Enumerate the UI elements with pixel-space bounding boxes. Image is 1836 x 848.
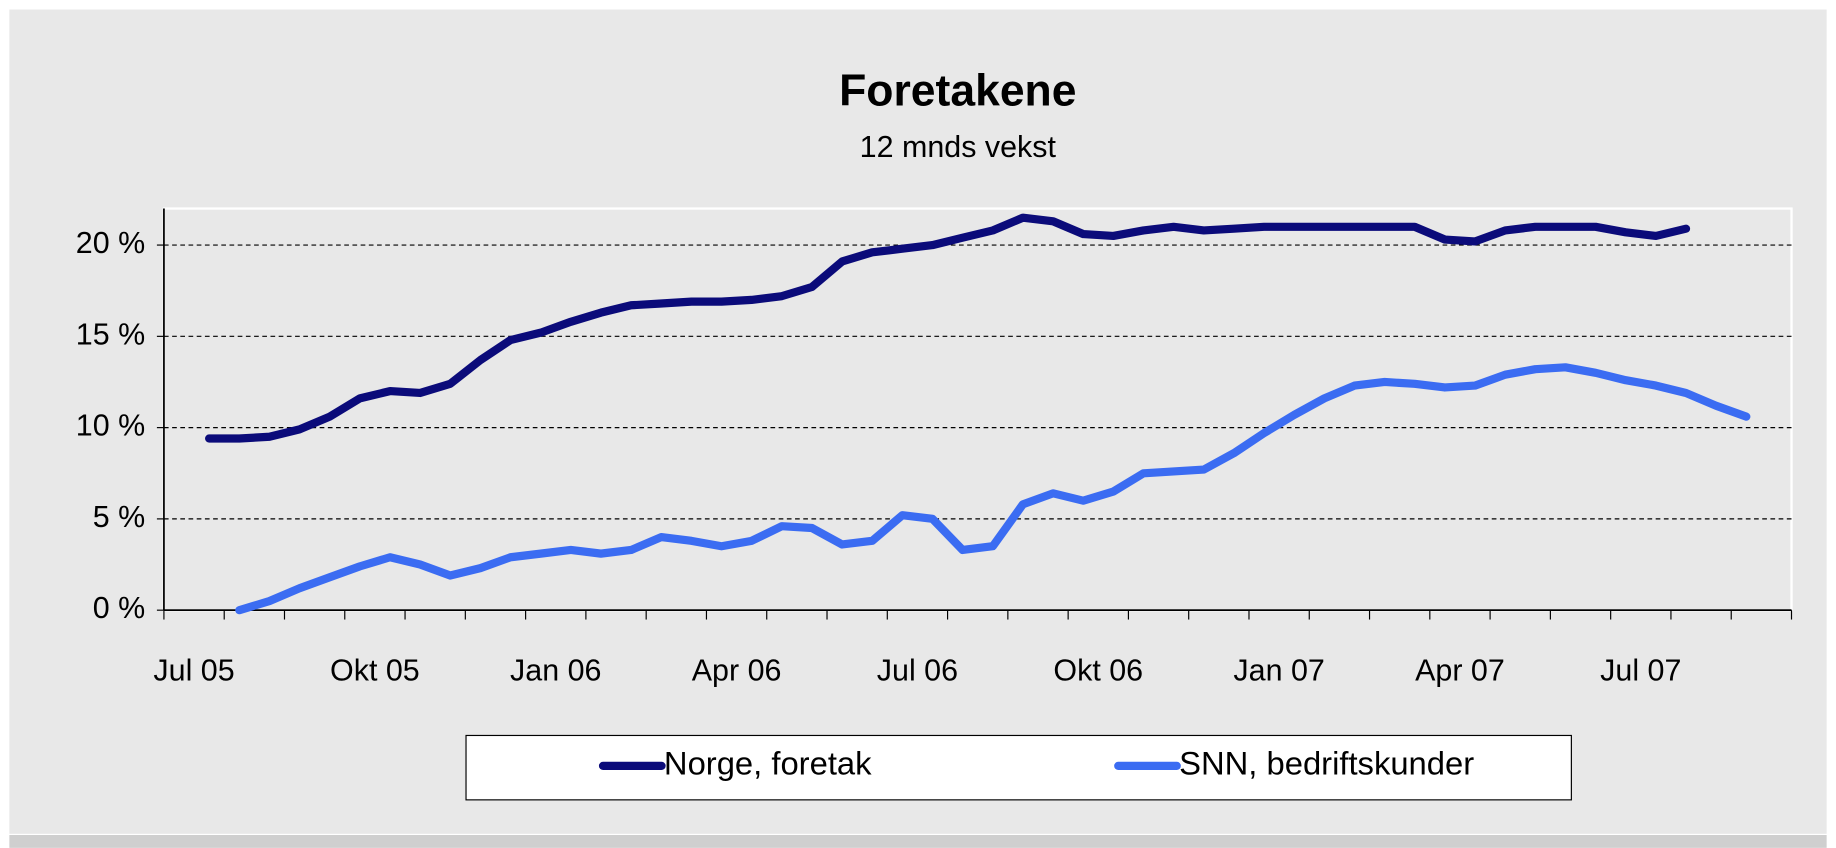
chart-subtitle: 12 mnds vekst — [860, 130, 1057, 164]
x-tick-label: Jul 05 — [153, 653, 234, 687]
y-tick-label: 15 % — [76, 317, 145, 351]
x-tick-label: Okt 06 — [1053, 653, 1143, 687]
y-tick-label: 10 % — [76, 409, 145, 443]
series-line — [205, 213, 1691, 443]
x-tick-label: Jan 07 — [1233, 653, 1324, 687]
series-line — [235, 363, 1751, 615]
y-tick-label: 5 % — [93, 500, 145, 534]
x-tick-label: Apr 06 — [692, 653, 782, 687]
y-tick-label: 20 % — [76, 226, 145, 260]
x-tick-label: Jul 06 — [877, 653, 958, 687]
x-tick-label: Jan 06 — [510, 653, 601, 687]
y-tick-label: 0 % — [93, 591, 145, 625]
x-tick-label: Okt 05 — [330, 653, 420, 687]
legend-label: SNN, bedriftskunder — [1179, 745, 1474, 782]
bottom-strip — [9, 834, 1827, 848]
x-tick-label: Apr 07 — [1415, 653, 1505, 687]
legend-label: Norge, foretak — [664, 745, 872, 782]
x-tick-label: Jul 07 — [1600, 653, 1681, 687]
plot-area — [162, 207, 1793, 612]
chart-title: Foretakene — [839, 67, 1076, 116]
legend — [465, 734, 1572, 801]
